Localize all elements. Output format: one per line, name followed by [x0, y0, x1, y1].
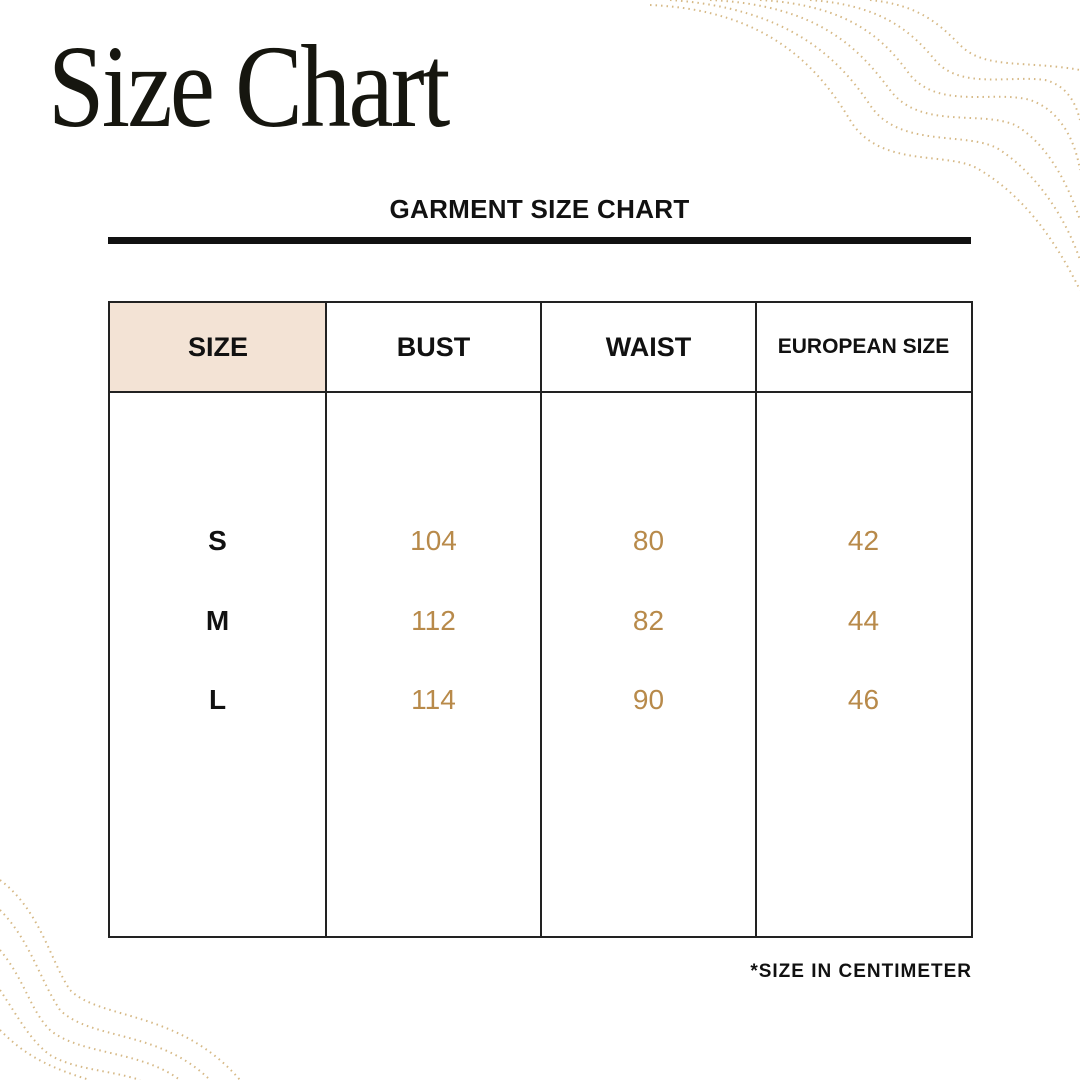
header-waist: WAIST: [541, 303, 756, 393]
dotted-wave-decoration-top-right: [650, 0, 1080, 291]
divider: [108, 237, 971, 244]
row-m-size: M: [205, 605, 230, 636]
row-s-european: 42: [847, 525, 880, 556]
row-s-size: S: [208, 525, 227, 556]
chart-subtitle: GARMENT SIZE CHART: [389, 194, 690, 224]
row-l-waist: 90: [632, 684, 665, 715]
size-table: SIZE BUST WAIST EUROPEAN SIZE S 104 80 4…: [108, 301, 973, 938]
row-m-european: 44: [847, 605, 880, 636]
row-m-waist: 82: [632, 605, 665, 636]
row-s-bust: 104: [410, 525, 457, 556]
row-l-size: L: [208, 684, 227, 715]
column-divider: [755, 303, 757, 936]
row-l-bust: 114: [411, 684, 456, 715]
header-bust: BUST: [326, 303, 541, 393]
row-m-bust: 112: [411, 605, 456, 636]
row-l-european: 46: [847, 684, 880, 715]
row-s-waist: 80: [632, 525, 665, 556]
unit-note: *SIZE IN CENTIMETER: [750, 961, 972, 982]
header-european-size: EUROPEAN SIZE: [756, 303, 971, 393]
header-size: SIZE: [110, 303, 326, 393]
column-divider: [540, 303, 542, 936]
page-title: Size Chart: [48, 21, 450, 152]
column-divider: [325, 303, 327, 936]
